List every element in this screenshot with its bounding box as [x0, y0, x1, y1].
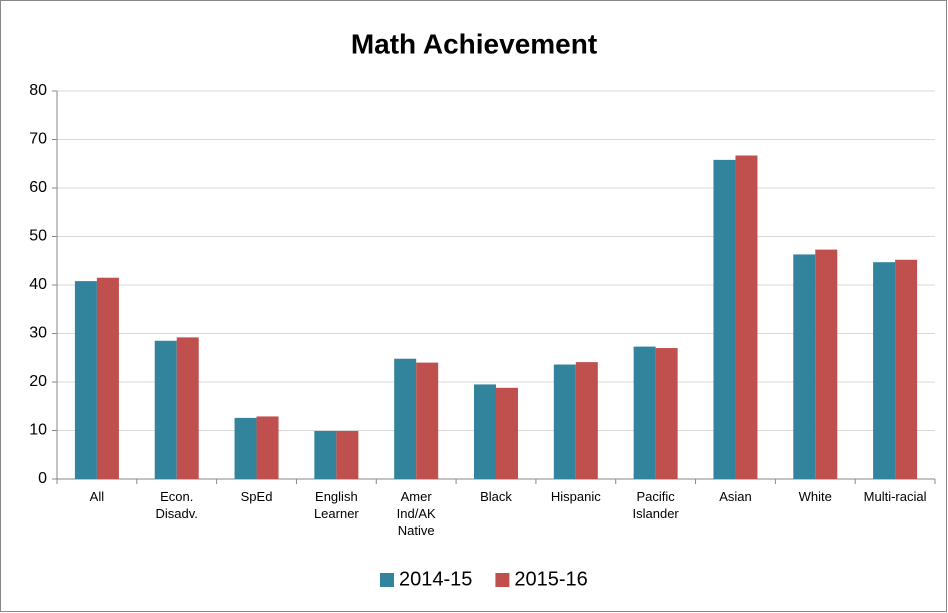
bar [553, 364, 576, 479]
legend-label: 2014-15 [399, 568, 472, 590]
bar [256, 416, 279, 479]
bar [394, 358, 417, 479]
y-tick-label: 60 [29, 179, 47, 196]
x-tick-label: Asian [719, 489, 752, 504]
y-tick-label: 40 [29, 276, 47, 293]
x-tick-label: SpEd [241, 489, 273, 504]
y-tick-label: 50 [29, 228, 47, 245]
bar [234, 417, 257, 479]
x-tick-label: Amer Ind/AK Native [397, 489, 436, 538]
bar [815, 249, 838, 479]
bar [314, 430, 337, 479]
y-tick-label: 10 [29, 422, 47, 439]
x-tick-label: White [799, 489, 832, 504]
chart-title: Math Achievement [351, 28, 597, 59]
legend-swatch [495, 573, 510, 587]
bar [873, 262, 896, 479]
bar [496, 387, 518, 479]
x-tick-label: All [90, 489, 105, 504]
y-tick-label: 20 [29, 373, 47, 390]
bar [633, 346, 656, 479]
bar [793, 254, 816, 479]
y-tick-label: 70 [29, 131, 47, 148]
y-tick-label: 30 [29, 325, 47, 342]
bar [336, 430, 359, 479]
bar [735, 155, 758, 479]
bar [176, 337, 199, 479]
x-tick-label: English Learner [314, 489, 359, 521]
x-tick-label: Black [480, 489, 512, 504]
bar [416, 362, 439, 479]
bar [655, 348, 678, 479]
legend-swatch [380, 573, 394, 587]
x-tick-label: Multi-racial [864, 489, 927, 504]
bar [474, 384, 496, 479]
bar [96, 277, 119, 479]
bar [713, 159, 736, 479]
x-tick-label: Pacific Islander [633, 489, 680, 521]
bar [74, 281, 97, 479]
x-tick-label: Econ. Disadv. [156, 489, 198, 521]
legend-label: 2015-16 [514, 568, 587, 590]
x-tick-label: Hispanic [551, 489, 601, 504]
bar [895, 259, 918, 479]
y-tick-label: 80 [29, 82, 47, 99]
y-tick-label: 0 [38, 470, 47, 487]
bar [154, 340, 177, 479]
bar [575, 362, 598, 479]
